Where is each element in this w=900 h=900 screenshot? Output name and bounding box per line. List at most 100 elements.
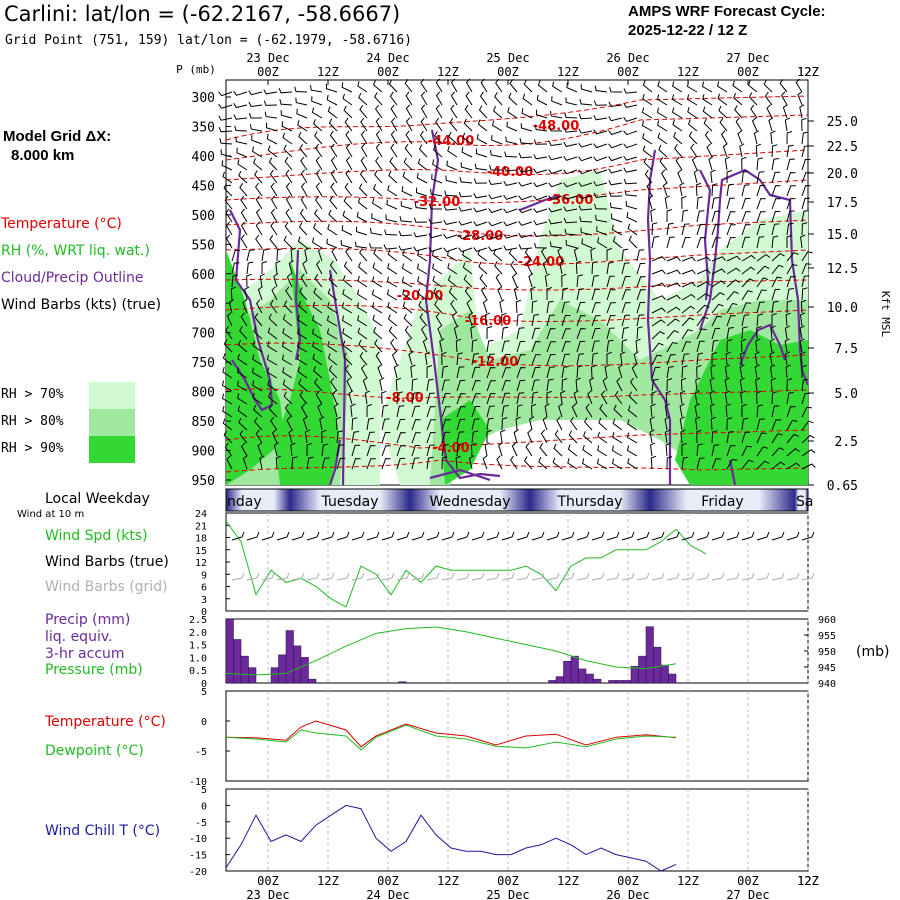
wind-barb [711,268,726,275]
wind-barb [756,265,770,275]
temperature-contour-label: -36.00 [547,193,594,208]
cross-section: -48.00-44.00-40.00-36.00-32.00-28.00-24.… [218,78,816,486]
wind-barb [578,113,593,120]
wind-barb-true [621,531,635,541]
wind-barb [343,105,353,119]
wind-barb [579,98,593,106]
wind-barb [546,328,556,340]
wind-barb [300,195,308,210]
wind-barb [660,169,668,184]
wind-barb [375,117,383,132]
wind-barb [596,226,608,236]
wind-barb [711,224,721,236]
wind-barb [578,181,593,187]
wind-barb [222,171,233,184]
wind-barb [621,248,629,262]
wind-barb [750,104,758,119]
wind-barb [741,156,747,171]
wind-barb [687,119,698,132]
wind-barb [786,222,794,236]
wind-barb [671,94,683,106]
wind-barb [756,446,769,457]
wind-barb [631,364,638,379]
wind-barb [434,131,443,145]
precip-bar [293,645,302,684]
wind-barb [446,250,458,262]
precip-bar [645,626,654,684]
wind-barb [389,157,398,171]
wind-barb [739,364,745,379]
wind-barb [329,196,338,210]
wind-barb [404,325,413,340]
wind-barb [383,244,398,250]
wind-barb [627,405,638,418]
wind-barb [411,419,421,431]
wind-barb [271,286,278,301]
wind-barb [420,91,428,106]
wind-barb [754,351,760,366]
wind-barb [360,117,368,132]
wind-barb [359,248,368,262]
wind-barb [741,198,751,210]
wind-barb [280,110,293,119]
wind-barb [531,314,540,327]
wind-barb [681,317,695,327]
wind-barb [495,273,503,288]
wind-barb [223,183,233,197]
wind-barb [627,458,638,470]
wind-barb [405,104,413,119]
wind-barb [579,216,593,223]
wind-barb [484,312,491,327]
wind-barb [711,183,718,197]
wind-barb [473,178,488,184]
precip-bar [548,680,557,684]
precip-bar [585,673,594,684]
wind-barb-true [636,531,650,541]
wind-barb [771,252,785,262]
wind-barb [312,341,323,353]
precip-bar [285,630,294,684]
wind-barb [372,262,383,275]
wind-barb [428,233,443,239]
wind-barb [244,286,250,301]
wind-barb [360,130,368,145]
wind-barb [520,123,533,132]
wind-barb [711,430,718,444]
wind-barb [548,140,563,147]
top-date-tick-label: 24 Dec [366,51,409,65]
wind-barb [240,208,248,223]
wind-barb [518,220,533,226]
wind-barb [417,250,428,262]
pressure-tick-label: 900 [192,445,215,460]
wind-barb [771,313,777,326]
wind-barb-true [756,531,770,541]
wind-barb [531,300,538,314]
wind-barb [314,378,323,392]
wind-barb [711,327,721,340]
wind-barb [327,353,338,366]
wind-barb [594,85,608,93]
wind-barb [563,206,578,212]
wind-barb [456,379,466,392]
wind-barb [359,105,368,119]
wind-speed-panel-tick-label: 3 [201,595,207,606]
pressure-tick-label: 960 [818,615,836,626]
precip-bar [570,655,579,684]
wind-barb [263,100,278,106]
wind-barb-true [576,531,590,541]
wind-barb [302,416,308,431]
wind-barb [651,330,665,340]
wind-barb [593,129,608,135]
wind-barb [366,404,373,418]
wind-barb [561,366,569,379]
wind-barb-grid [531,572,545,581]
wind-barb [575,377,581,392]
top-date-tick-label: 26 Dec [606,51,649,65]
wind-barb [330,143,338,158]
wind-barb [384,229,398,236]
wind-barb [756,198,766,210]
wind-barb [478,261,488,275]
wind-barb [800,299,807,314]
wind-barb [471,339,478,353]
wind-barb [696,364,702,379]
